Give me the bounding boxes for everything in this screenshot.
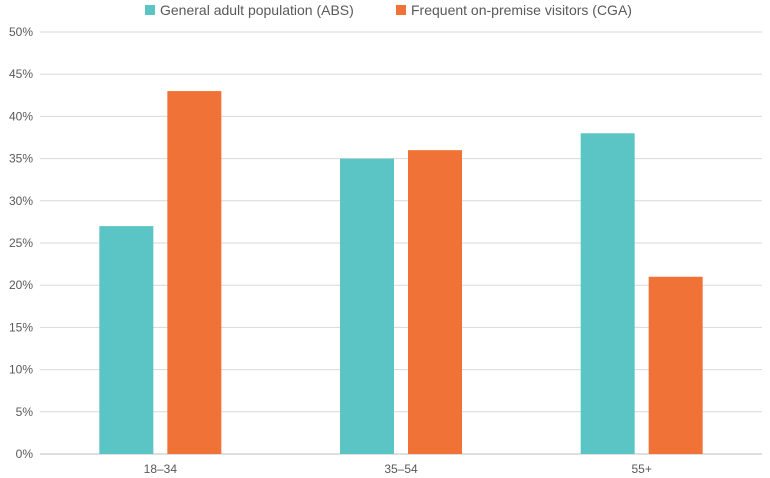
- y-axis-ticks: 0% 5% 10% 15% 20% 25% 30% 35% 40% 45% 50%: [9, 25, 33, 461]
- legend-label: General adult population (ABS): [160, 2, 354, 18]
- bar-abs-2: [580, 133, 635, 454]
- y-tick-label: 50%: [9, 25, 33, 39]
- bar-cga-0: [167, 91, 222, 454]
- legend: General adult population (ABS) Frequent o…: [145, 2, 632, 18]
- bar-abs-0: [99, 226, 154, 454]
- x-tick-label: 55+: [631, 462, 651, 476]
- x-axis-ticks: 18–34 35–54 55+: [144, 462, 652, 476]
- y-tick-label: 40%: [9, 109, 33, 123]
- y-tick-label: 30%: [9, 194, 33, 208]
- y-tick-label: 15%: [9, 320, 33, 334]
- bar-cga-1: [408, 150, 462, 454]
- y-tick-label: 45%: [9, 67, 33, 81]
- y-tick-label: 5%: [16, 405, 34, 419]
- legend-label: Frequent on-premise visitors (CGA): [411, 2, 632, 18]
- y-tick-label: 0%: [16, 447, 34, 461]
- bar-cga-2: [648, 276, 703, 454]
- y-tick-label: 25%: [9, 236, 33, 250]
- gridlines: [40, 31, 762, 455]
- x-tick-label: 18–34: [144, 462, 178, 476]
- y-tick-label: 35%: [9, 152, 33, 166]
- legend-swatch: [396, 5, 406, 15]
- bars: [99, 91, 703, 454]
- bar-abs-1: [340, 158, 394, 454]
- legend-swatch: [145, 5, 155, 15]
- y-tick-label: 20%: [9, 278, 33, 292]
- y-tick-label: 10%: [9, 363, 33, 377]
- x-tick-label: 35–54: [384, 462, 418, 476]
